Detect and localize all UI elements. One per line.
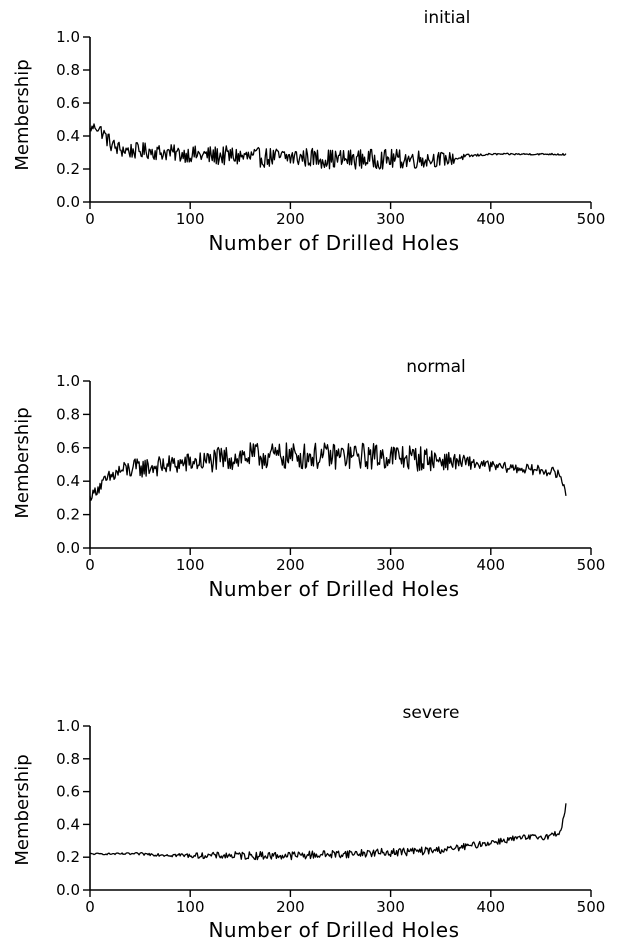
- y-tick-label: 0.4: [56, 472, 80, 490]
- panel-title: normal: [406, 357, 466, 377]
- y-tick-label: 1.0: [56, 28, 80, 46]
- y-tick-label: 0.8: [56, 750, 80, 768]
- panel-title: initial: [424, 8, 471, 28]
- y-tick-label: 0.2: [56, 160, 80, 178]
- x-axis-label: Number of Drilled Holes: [208, 231, 459, 255]
- y-tick-label: 0.0: [56, 539, 80, 557]
- plot-area: 0.0 0.2 0.4 0.6 0.8 1.0 0 100 200 300 400 500: [56, 28, 605, 228]
- x-tick-label: 500: [577, 556, 606, 574]
- y-axis-label: Membership: [12, 59, 33, 170]
- x-tick-label: 300: [376, 898, 405, 916]
- y-tick-label: 1.0: [56, 372, 80, 390]
- x-axis-label: Number of Drilled Holes: [208, 918, 459, 942]
- y-tick-label: 1.0: [56, 717, 80, 735]
- x-tick-label: 100: [176, 210, 205, 228]
- x-tick-label: 200: [276, 210, 305, 228]
- y-tick-label: 0.6: [56, 439, 80, 457]
- x-tick-label: 400: [476, 210, 505, 228]
- series-line: [89, 803, 567, 861]
- panel-normal: normal Membership Number of Drilled Hole…: [12, 357, 605, 601]
- x-axis-label: Number of Drilled Holes: [208, 577, 459, 601]
- y-tick-label: 0.4: [56, 127, 80, 145]
- y-tick-label: 0.4: [56, 815, 80, 833]
- x-tick-label: 0: [85, 556, 95, 574]
- y-tick-label: 0.6: [56, 94, 80, 112]
- y-tick-label: 0.2: [56, 506, 80, 524]
- x-tick-label: 100: [176, 898, 205, 916]
- x-tick-label: 300: [376, 556, 405, 574]
- x-tick-label: 0: [85, 898, 95, 916]
- x-tick-label: 100: [176, 556, 205, 574]
- panel-title: severe: [403, 703, 460, 723]
- panel-severe: severe Membership Number of Drilled Hole…: [12, 703, 605, 942]
- x-tick-label: 500: [577, 898, 606, 916]
- y-tick-label: 0.8: [56, 405, 80, 423]
- panel-initial: initial Membership Number of Drilled Hol…: [12, 8, 605, 255]
- y-tick-label: 0.0: [56, 881, 80, 899]
- y-tick-label: 0.2: [56, 848, 80, 866]
- x-tick-label: 200: [276, 556, 305, 574]
- y-axis-label: Membership: [12, 754, 33, 865]
- y-tick-label: 0.6: [56, 783, 80, 801]
- x-tick-label: 400: [476, 898, 505, 916]
- y-axis-label: Membership: [12, 407, 33, 518]
- plot-area: 0.0 0.2 0.4 0.6 0.8 1.0 0 100 200 300 400 500: [56, 372, 605, 574]
- y-tick-label: 0.8: [56, 61, 80, 79]
- x-tick-label: 300: [376, 210, 405, 228]
- x-tick-label: 500: [577, 210, 606, 228]
- plot-area: 0.0 0.2 0.4 0.6 0.8 1.0 0 100 200 300 400 500: [56, 717, 605, 916]
- series-line: [89, 123, 567, 170]
- y-tick-label: 0.0: [56, 193, 80, 211]
- x-tick-label: 400: [476, 556, 505, 574]
- x-tick-label: 200: [276, 898, 305, 916]
- series-line: [89, 442, 567, 501]
- x-tick-label: 0: [85, 210, 95, 228]
